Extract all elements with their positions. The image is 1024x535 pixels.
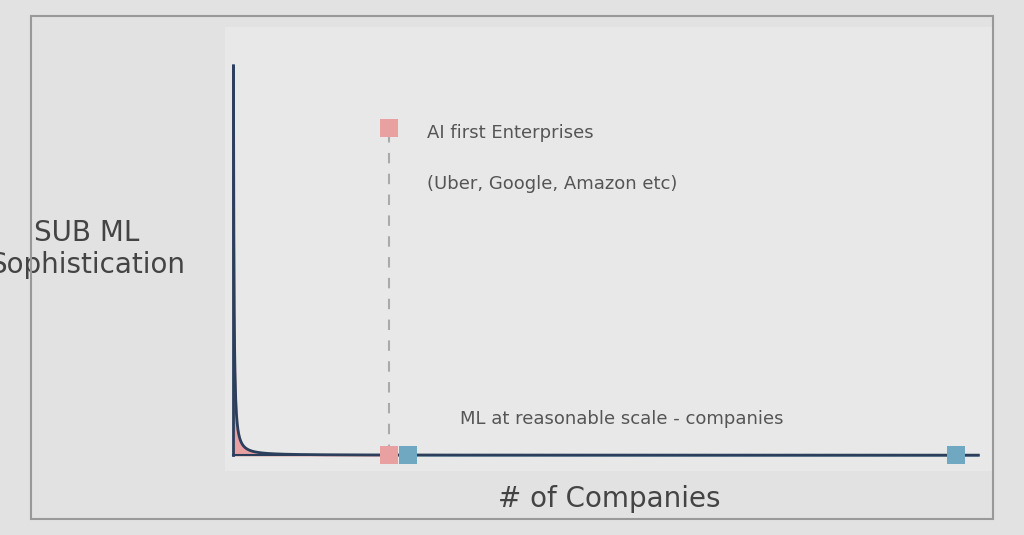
Text: AI first Enterprises: AI first Enterprises: [427, 124, 593, 142]
Point: [381, 450, 397, 459]
Point: [948, 450, 965, 459]
Point: [399, 450, 416, 459]
Point: [381, 124, 397, 132]
Text: (Uber, Google, Amazon etc): (Uber, Google, Amazon etc): [427, 175, 677, 193]
X-axis label: # of Companies: # of Companies: [498, 485, 721, 513]
Text: SUB ML
Sophistication: SUB ML Sophistication: [0, 219, 185, 279]
Text: ML at reasonable scale - companies: ML at reasonable scale - companies: [460, 410, 783, 428]
